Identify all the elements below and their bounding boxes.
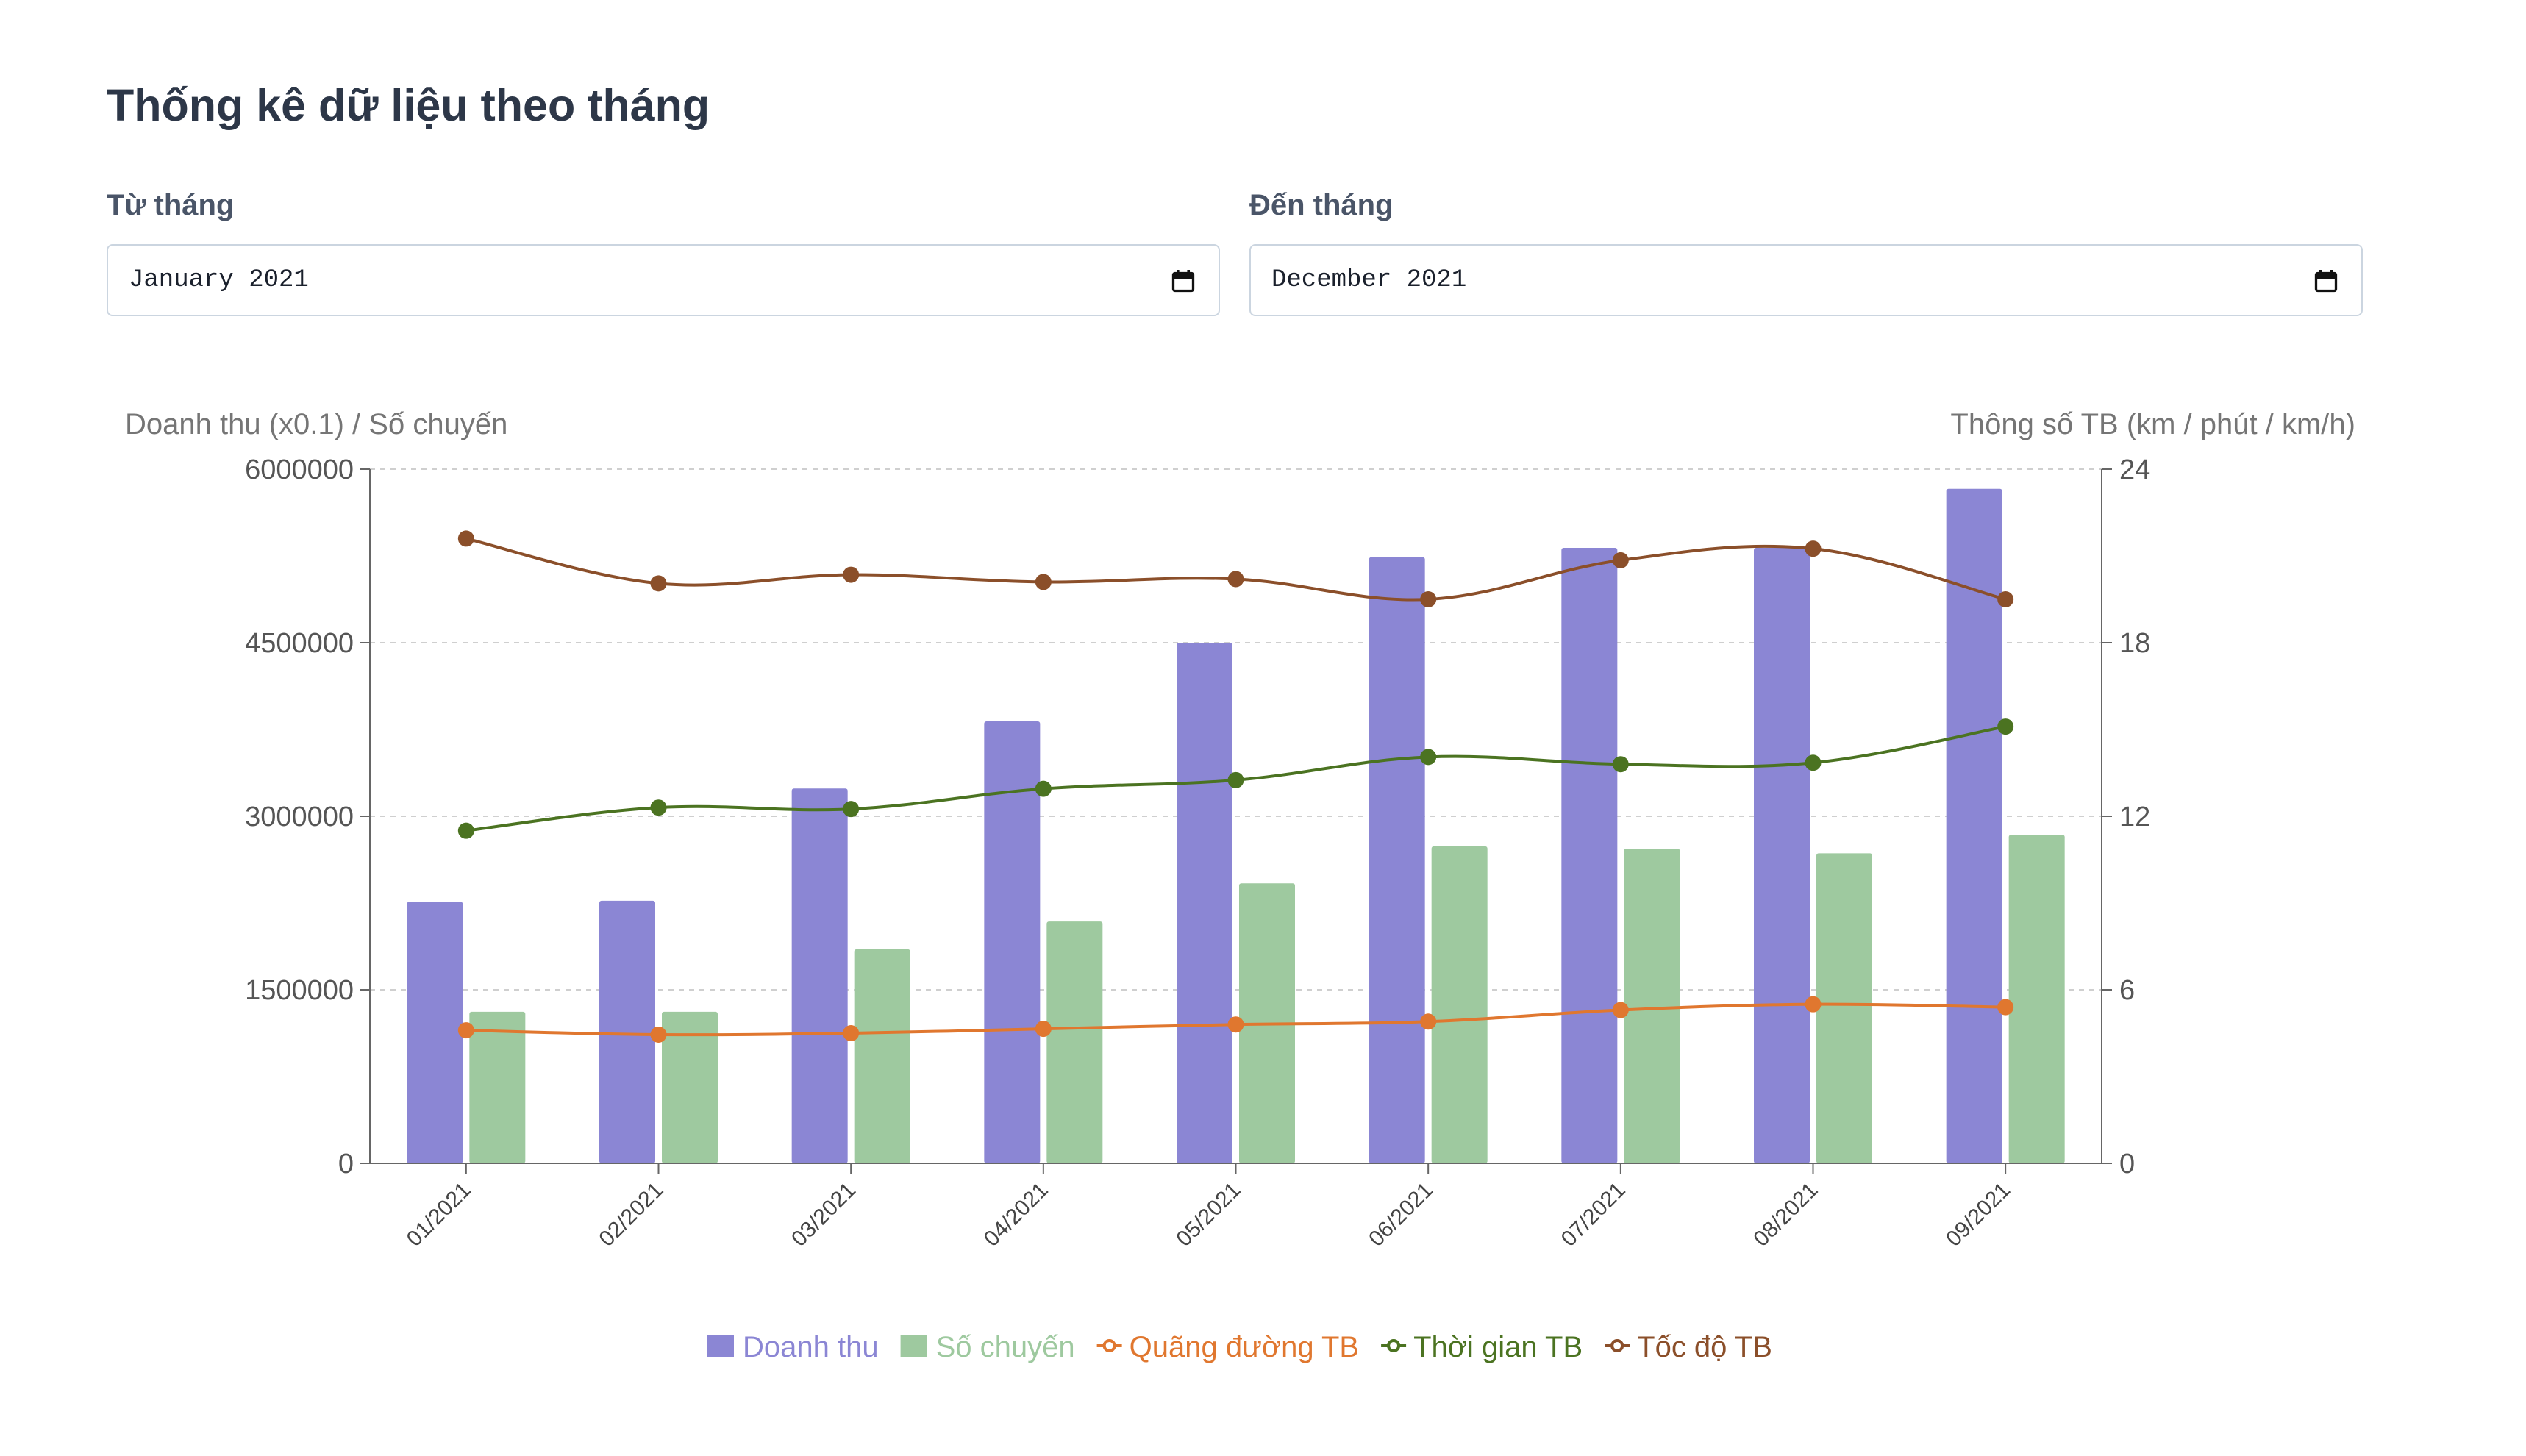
speed-point[interactable] [1035, 574, 1052, 590]
right-tick-label: 12 [2119, 802, 2150, 832]
distance-point[interactable] [1612, 1002, 1629, 1018]
time-point[interactable] [1612, 756, 1629, 773]
right-tick-label: 24 [2119, 454, 2150, 485]
distance-point[interactable] [1035, 1021, 1052, 1038]
left-tick-label: 1500000 [245, 975, 354, 1006]
revenue-bar[interactable] [407, 902, 463, 1163]
right-tick-label: 0 [2119, 1149, 2135, 1180]
right-tick-label: 6 [2119, 975, 2135, 1006]
legend-distance-label[interactable]: Quãng đường TB [1130, 1331, 1359, 1363]
x-tick-label: 07/2021 [1557, 1178, 1630, 1252]
to-month-label: Đến tháng [1249, 189, 1394, 221]
left-tick-label: 6000000 [245, 454, 354, 485]
to-month-input[interactable]: December 2021 [1249, 244, 2363, 316]
trips-bar[interactable] [1046, 921, 1103, 1163]
time-point[interactable] [1035, 780, 1052, 797]
legend-revenue-swatch[interactable] [707, 1335, 734, 1357]
revenue-bar[interactable] [599, 900, 655, 1163]
time-point[interactable] [843, 801, 860, 818]
legend-trips-swatch[interactable] [900, 1335, 927, 1357]
legend-trips-label[interactable]: Số chuyến [936, 1331, 1075, 1363]
x-tick-label: 04/2021 [980, 1178, 1053, 1252]
from-month-input[interactable]: January 2021 [107, 244, 1220, 316]
page-title: Thống kê dữ liệu theo tháng [107, 80, 710, 130]
to-month-value: December 2021 [1271, 266, 1467, 294]
legend-distance-marker [1102, 1339, 1116, 1352]
revenue-bar[interactable] [1754, 547, 1810, 1163]
revenue-bar[interactable] [791, 788, 848, 1163]
left-tick-label: 3000000 [245, 802, 354, 832]
left-axis-title: Doanh thu (x0.1) / Số chuyến [125, 408, 507, 440]
calendar-icon[interactable] [2313, 268, 2339, 294]
speed-point[interactable] [1420, 591, 1437, 607]
trips-bar[interactable] [469, 1011, 526, 1163]
from-month-label: Từ tháng [107, 189, 235, 221]
trips-bar[interactable] [1624, 849, 1680, 1163]
distance-point[interactable] [1227, 1016, 1244, 1033]
legend-time-marker [1387, 1339, 1401, 1352]
revenue-bar[interactable] [984, 721, 1041, 1163]
time-point[interactable] [1420, 749, 1437, 766]
revenue-bar[interactable] [1561, 547, 1618, 1163]
left-tick-label: 0 [338, 1149, 354, 1180]
right-tick-label: 18 [2119, 628, 2150, 659]
x-tick-label: 03/2021 [787, 1178, 860, 1252]
speed-point[interactable] [1612, 552, 1629, 568]
legend-speed-marker [1610, 1339, 1624, 1352]
distance-point[interactable] [1420, 1013, 1437, 1030]
x-tick-label: 06/2021 [1364, 1178, 1438, 1252]
time-point[interactable] [1227, 771, 1244, 788]
time-point[interactable] [457, 822, 474, 839]
trips-bar[interactable] [2008, 835, 2065, 1163]
trips-bar[interactable] [1431, 846, 1488, 1163]
from-month-value: January 2021 [129, 266, 309, 294]
distance-point[interactable] [1997, 999, 2014, 1016]
x-tick-label: 05/2021 [1171, 1178, 1245, 1252]
speed-point[interactable] [1805, 540, 1822, 557]
time-point[interactable] [650, 799, 667, 816]
distance-point[interactable] [650, 1026, 667, 1043]
x-tick-label: 02/2021 [594, 1178, 668, 1252]
speed-point[interactable] [843, 566, 860, 583]
revenue-bar[interactable] [1177, 643, 1232, 1163]
speed-point[interactable] [1227, 571, 1244, 588]
calendar-icon[interactable] [1170, 268, 1196, 294]
speed-point[interactable] [650, 575, 667, 592]
distance-point[interactable] [843, 1025, 860, 1041]
legend-revenue-label[interactable]: Doanh thu [743, 1331, 879, 1363]
trips-bar[interactable] [1816, 853, 1872, 1163]
distance-point[interactable] [457, 1022, 474, 1039]
right-axis-title: Thông số TB (km / phút / km/h) [1950, 408, 2355, 440]
x-tick-label: 09/2021 [1941, 1178, 2015, 1252]
time-point[interactable] [1997, 718, 2014, 735]
time-point[interactable] [1805, 754, 1822, 771]
x-tick-label: 01/2021 [402, 1178, 476, 1252]
speed-point[interactable] [1997, 591, 2014, 607]
speed-point[interactable] [457, 530, 474, 547]
distance-point[interactable] [1805, 996, 1822, 1013]
trips-bar[interactable] [662, 1011, 718, 1163]
x-tick-label: 08/2021 [1749, 1178, 1822, 1252]
legend-speed-label[interactable]: Tốc độ TB [1637, 1331, 1772, 1363]
left-tick-label: 4500000 [245, 628, 354, 659]
revenue-bar[interactable] [1946, 488, 2002, 1163]
legend-time-label[interactable]: Thời gian TB [1413, 1331, 1583, 1363]
trips-bar[interactable] [854, 949, 910, 1163]
revenue-bar[interactable] [1369, 557, 1425, 1163]
